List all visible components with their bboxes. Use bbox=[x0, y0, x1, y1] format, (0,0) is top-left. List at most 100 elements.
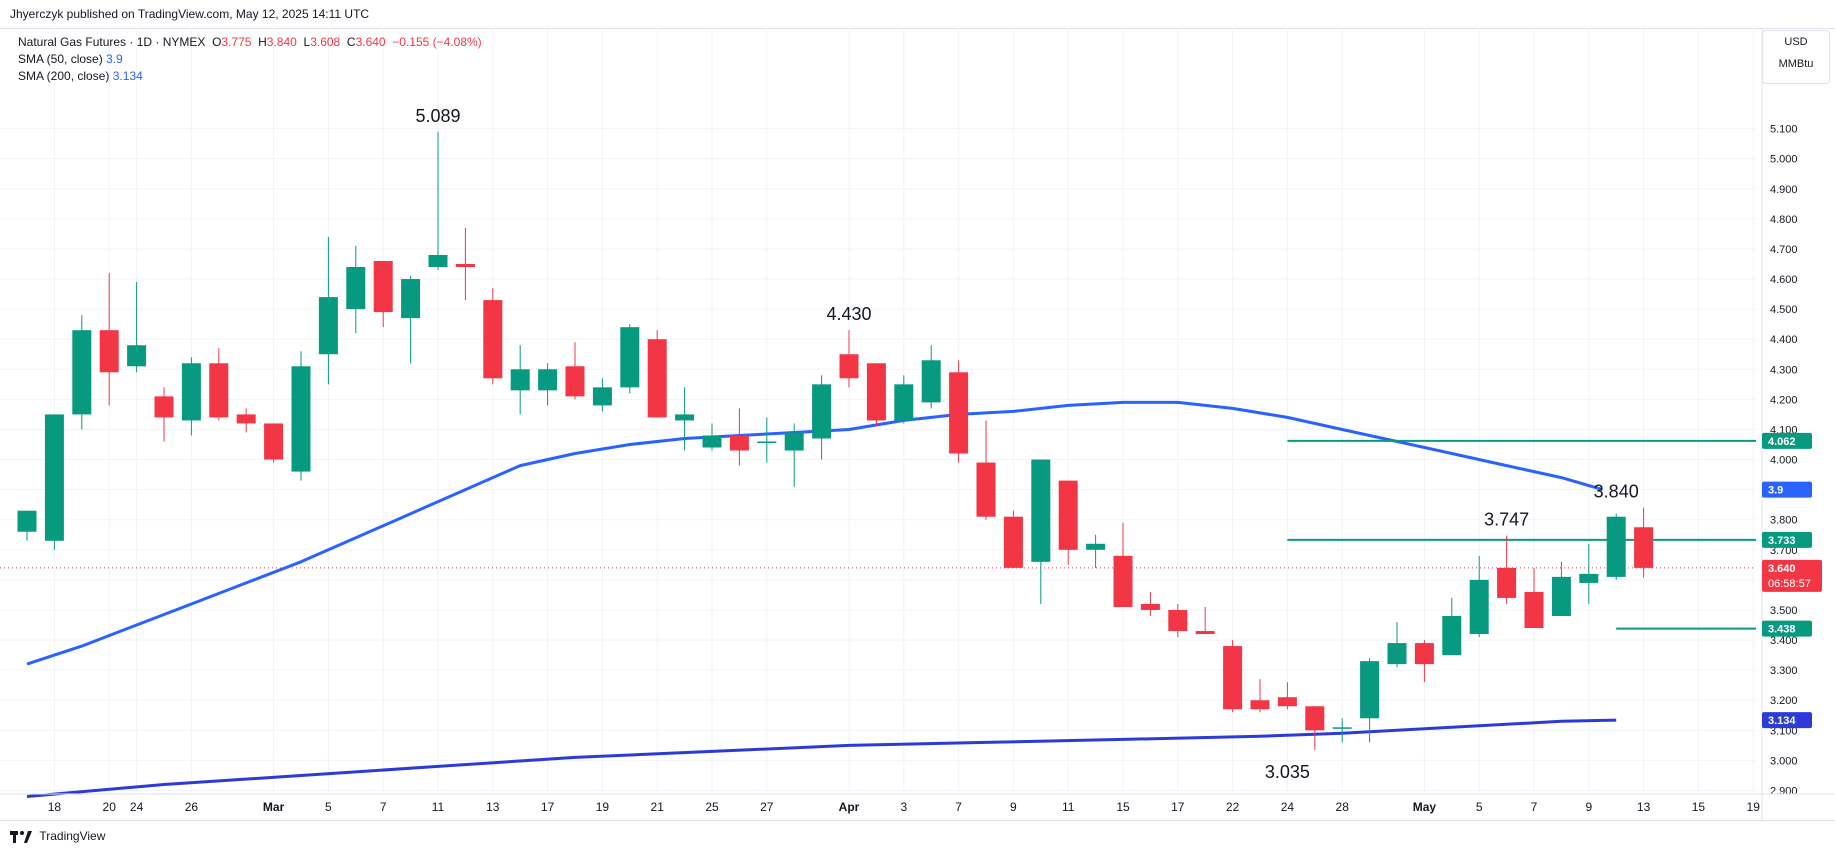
candle bbox=[949, 360, 969, 463]
time-tick-label: 15 bbox=[1116, 800, 1130, 814]
candle-body bbox=[1195, 631, 1215, 635]
candle-body bbox=[538, 369, 558, 391]
candle-body bbox=[236, 414, 256, 424]
candle bbox=[373, 260, 393, 328]
candle-body bbox=[1551, 576, 1571, 616]
legend-sma50-row[interactable]: SMA (50, close) 3.9 bbox=[18, 52, 123, 66]
candle bbox=[455, 227, 475, 301]
ohlc-values: O3.775 H3.840 L3.608 C3.640 −0.155 (−4.0… bbox=[212, 35, 482, 49]
candle-body bbox=[592, 387, 612, 406]
time-tick-label: 19 bbox=[1747, 800, 1761, 814]
candle bbox=[99, 273, 119, 406]
level-price-tag-bg bbox=[1762, 620, 1812, 637]
publisher-bar: Jhyerczyk published on TradingView.com, … bbox=[0, 0, 1835, 29]
candle bbox=[647, 330, 667, 418]
candle bbox=[1086, 534, 1106, 568]
candle-body bbox=[1058, 480, 1078, 550]
sma-200-price-tag: 3.134 bbox=[1768, 715, 1796, 727]
candle bbox=[1606, 513, 1626, 580]
time-tick-label: 11 bbox=[432, 800, 445, 814]
candle-body bbox=[1497, 567, 1517, 598]
price-tick-label: 2.900 bbox=[1770, 786, 1798, 798]
price-tick-label: 4.900 bbox=[1770, 184, 1798, 196]
price-chart[interactable]: 5.089 4.430 3.747 3.840 3.035 2.900 3.000 3.10… bbox=[0, 28, 1835, 820]
candle-body bbox=[921, 360, 941, 403]
candle bbox=[209, 348, 229, 421]
candle-body bbox=[1414, 643, 1434, 665]
candle bbox=[565, 342, 585, 400]
candle-body bbox=[154, 396, 174, 418]
candle-body bbox=[181, 363, 201, 421]
candle-body bbox=[620, 327, 640, 388]
candle bbox=[1058, 480, 1078, 565]
candle bbox=[291, 351, 311, 481]
candle bbox=[866, 363, 886, 427]
candle-body bbox=[1003, 516, 1023, 568]
candle-body bbox=[209, 363, 229, 418]
time-tick-label: 27 bbox=[760, 800, 774, 814]
candle-body bbox=[373, 260, 393, 313]
candle bbox=[17, 510, 37, 541]
time-tick-label: 17 bbox=[1171, 800, 1185, 814]
candle-body bbox=[702, 435, 722, 448]
time-tick-label: Apr bbox=[839, 800, 860, 814]
time-tick-label: 19 bbox=[596, 800, 610, 814]
candle bbox=[784, 423, 804, 487]
candle-body bbox=[647, 339, 667, 418]
sma-200-path bbox=[26, 718, 1617, 798]
candle-body bbox=[1524, 591, 1544, 629]
candle bbox=[1442, 597, 1462, 656]
countdown-tag: 06:58:57 bbox=[1768, 578, 1811, 590]
candle-body bbox=[949, 372, 969, 454]
candle-body bbox=[839, 354, 859, 379]
tradingview-logo-icon[interactable] bbox=[10, 829, 32, 843]
candle bbox=[1168, 603, 1188, 638]
time-tick-label: 15 bbox=[1692, 800, 1706, 814]
price-tick-label: 4.500 bbox=[1770, 304, 1798, 316]
time-tick-label: 7 bbox=[955, 800, 962, 814]
candle-body bbox=[1086, 543, 1106, 550]
candle-body bbox=[1140, 603, 1160, 610]
currency-unit-button[interactable]: USD MMBtu bbox=[1762, 30, 1830, 84]
candle bbox=[1250, 679, 1270, 713]
candle-body bbox=[264, 423, 284, 460]
price-tick-label: 5.100 bbox=[1770, 124, 1798, 136]
candle bbox=[1414, 640, 1434, 683]
time-tick-label: Mar bbox=[263, 800, 285, 814]
time-tick-label: 11 bbox=[1062, 800, 1075, 814]
price-tick-label: 5.000 bbox=[1770, 154, 1798, 166]
time-tick-label: 22 bbox=[1226, 800, 1240, 814]
candle-body bbox=[1606, 516, 1626, 577]
candle-body bbox=[866, 363, 886, 421]
price-tick-label: 4.800 bbox=[1770, 214, 1798, 226]
footer-brand[interactable]: TradingView bbox=[39, 828, 106, 843]
candle-body bbox=[729, 435, 749, 451]
candle-body bbox=[127, 345, 147, 367]
candle bbox=[1551, 561, 1571, 616]
time-tick-label: 25 bbox=[705, 800, 719, 814]
candle-body bbox=[1223, 646, 1243, 710]
horizontal-levels bbox=[0, 439, 1756, 630]
last-price-tag-bg bbox=[1762, 559, 1822, 592]
candle-body bbox=[510, 369, 530, 391]
time-tick-label: 13 bbox=[1637, 800, 1651, 814]
chart-legend: Natural Gas Futures · 1D · NYMEX O3.775 … bbox=[18, 34, 482, 85]
price-tick-label: 3.800 bbox=[1770, 515, 1798, 527]
candle bbox=[401, 276, 421, 364]
candle bbox=[264, 423, 284, 463]
time-tick-label: 17 bbox=[541, 800, 555, 814]
candle bbox=[1497, 535, 1517, 604]
legend-sma200-row[interactable]: SMA (200, close) 3.134 bbox=[18, 69, 143, 83]
price-tick-label: 3.500 bbox=[1770, 605, 1798, 617]
candle bbox=[318, 236, 338, 385]
time-tick-label: 9 bbox=[1010, 800, 1017, 814]
candle bbox=[921, 345, 941, 409]
last-price-tag: 3.640 bbox=[1768, 563, 1796, 575]
price-tick-label: 3.000 bbox=[1770, 755, 1798, 767]
candle bbox=[181, 357, 201, 436]
candle bbox=[154, 387, 174, 442]
candle-body bbox=[976, 462, 996, 517]
candle bbox=[620, 324, 640, 394]
price-annotation: 3.840 bbox=[1594, 482, 1639, 502]
candle-body bbox=[784, 432, 804, 451]
